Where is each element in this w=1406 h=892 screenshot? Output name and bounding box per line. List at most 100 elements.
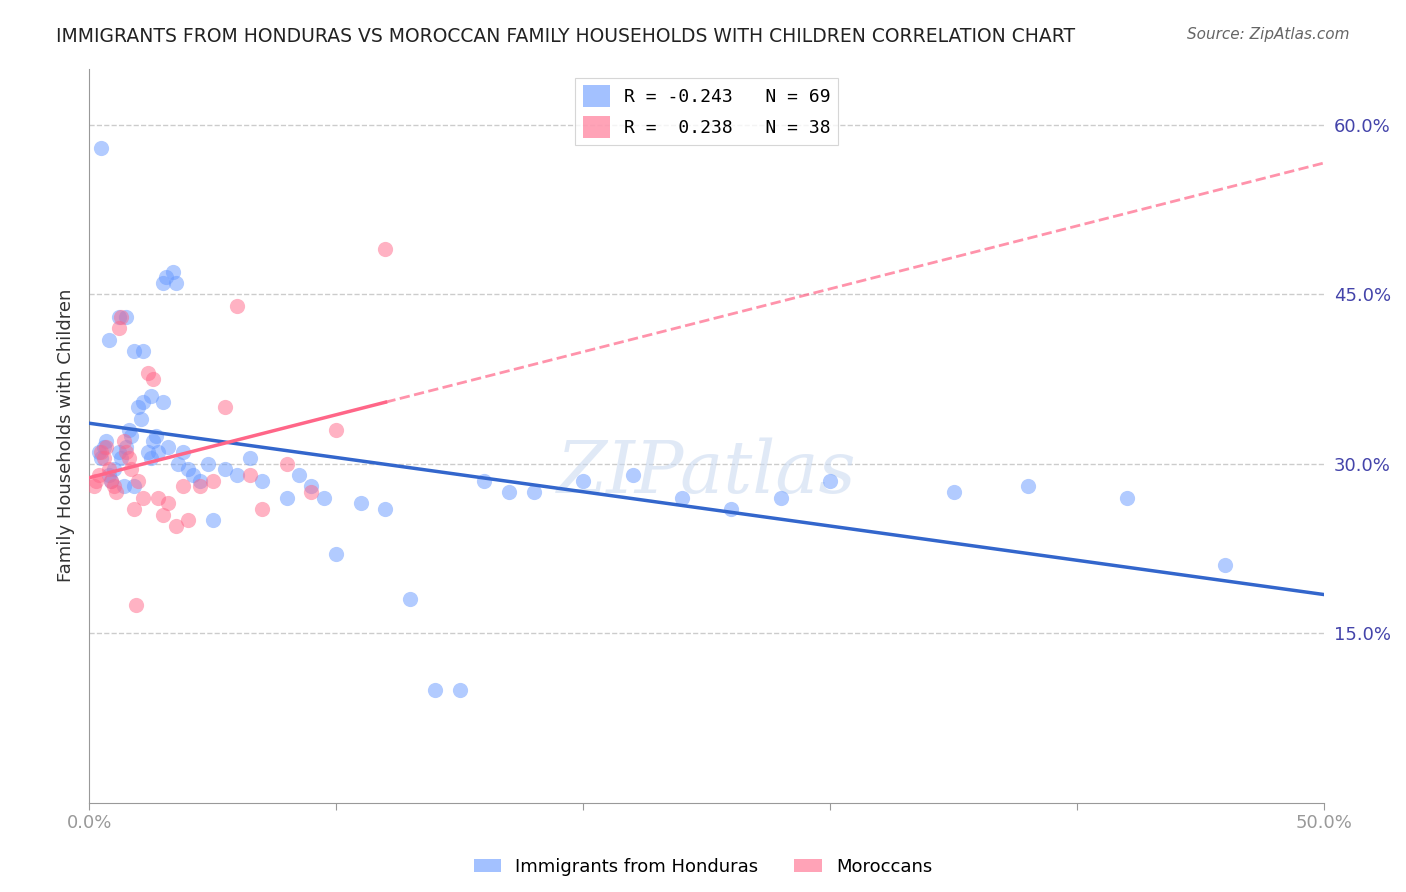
Point [97, 333, 120, 347]
Point [449, 682, 471, 697]
Point [122, 343, 145, 358]
Point [115, 445, 138, 459]
Point [498, 485, 520, 500]
Point [157, 440, 180, 454]
Point [214, 401, 236, 415]
Point [132, 343, 155, 358]
Point [201, 513, 224, 527]
Point [201, 474, 224, 488]
Text: ZIPatlas: ZIPatlas [557, 437, 856, 508]
Point [423, 682, 446, 697]
Point [97, 462, 120, 476]
Point [93, 451, 115, 466]
Text: Source: ZipAtlas.com: Source: ZipAtlas.com [1187, 27, 1350, 42]
Point [181, 468, 204, 483]
Point [374, 242, 396, 256]
Legend: Immigrants from Honduras, Moroccans: Immigrants from Honduras, Moroccans [467, 851, 939, 883]
Point [117, 423, 139, 437]
Point [1017, 479, 1039, 493]
Y-axis label: Family Households with Children: Family Households with Children [58, 289, 75, 582]
Point [100, 474, 122, 488]
Point [86, 474, 108, 488]
Point [226, 299, 249, 313]
Point [127, 474, 149, 488]
Point [325, 423, 347, 437]
Point [96, 434, 118, 449]
Point [299, 479, 322, 493]
Point [769, 491, 792, 505]
Point [720, 502, 742, 516]
Point [125, 598, 148, 612]
Point [214, 462, 236, 476]
Point [177, 513, 200, 527]
Point [239, 451, 262, 466]
Point [250, 502, 273, 516]
Legend: R = -0.243   N = 69, R =  0.238   N = 38: R = -0.243 N = 69, R = 0.238 N = 38 [575, 78, 838, 145]
Point [132, 491, 155, 505]
Point [90, 140, 112, 154]
Point [139, 389, 162, 403]
Point [165, 519, 187, 533]
Point [110, 451, 132, 466]
Point [138, 367, 160, 381]
Point [276, 457, 298, 471]
Point [942, 485, 965, 500]
Point [312, 491, 335, 505]
Point [122, 479, 145, 493]
Point [93, 440, 115, 454]
Point [239, 468, 262, 483]
Point [523, 485, 546, 500]
Point [148, 445, 170, 459]
Point [167, 457, 190, 471]
Point [107, 445, 129, 459]
Point [172, 445, 194, 459]
Point [1115, 491, 1137, 505]
Point [165, 276, 187, 290]
Point [129, 411, 152, 425]
Point [152, 276, 174, 290]
Point [621, 468, 644, 483]
Point [818, 474, 841, 488]
Point [87, 445, 110, 459]
Point [188, 474, 211, 488]
Point [157, 496, 180, 510]
Point [120, 428, 142, 442]
Point [96, 440, 118, 454]
Text: IMMIGRANTS FROM HONDURAS VS MOROCCAN FAMILY HOUSEHOLDS WITH CHILDREN CORRELATION: IMMIGRANTS FROM HONDURAS VS MOROCCAN FAM… [56, 27, 1076, 45]
Point [374, 502, 396, 516]
Point [350, 496, 373, 510]
Point [100, 474, 122, 488]
Point [139, 451, 162, 466]
Point [120, 462, 142, 476]
Point [148, 491, 170, 505]
Point [97, 468, 120, 483]
Point [112, 479, 135, 493]
Point [155, 270, 177, 285]
Point [177, 462, 200, 476]
Point [90, 445, 112, 459]
Point [127, 401, 149, 415]
Point [103, 462, 125, 476]
Point [115, 310, 138, 324]
Point [103, 479, 125, 493]
Point [188, 479, 211, 493]
Point [152, 394, 174, 409]
Point [87, 468, 110, 483]
Point [90, 451, 112, 466]
Point [83, 479, 105, 493]
Point [112, 434, 135, 449]
Point [117, 451, 139, 466]
Point [472, 474, 495, 488]
Point [288, 468, 311, 483]
Point [250, 474, 273, 488]
Point [115, 440, 138, 454]
Point [110, 310, 132, 324]
Point [105, 485, 128, 500]
Point [138, 445, 160, 459]
Point [142, 434, 165, 449]
Point [276, 491, 298, 505]
Point [152, 508, 174, 522]
Point [172, 479, 194, 493]
Point [325, 547, 347, 561]
Point [572, 474, 595, 488]
